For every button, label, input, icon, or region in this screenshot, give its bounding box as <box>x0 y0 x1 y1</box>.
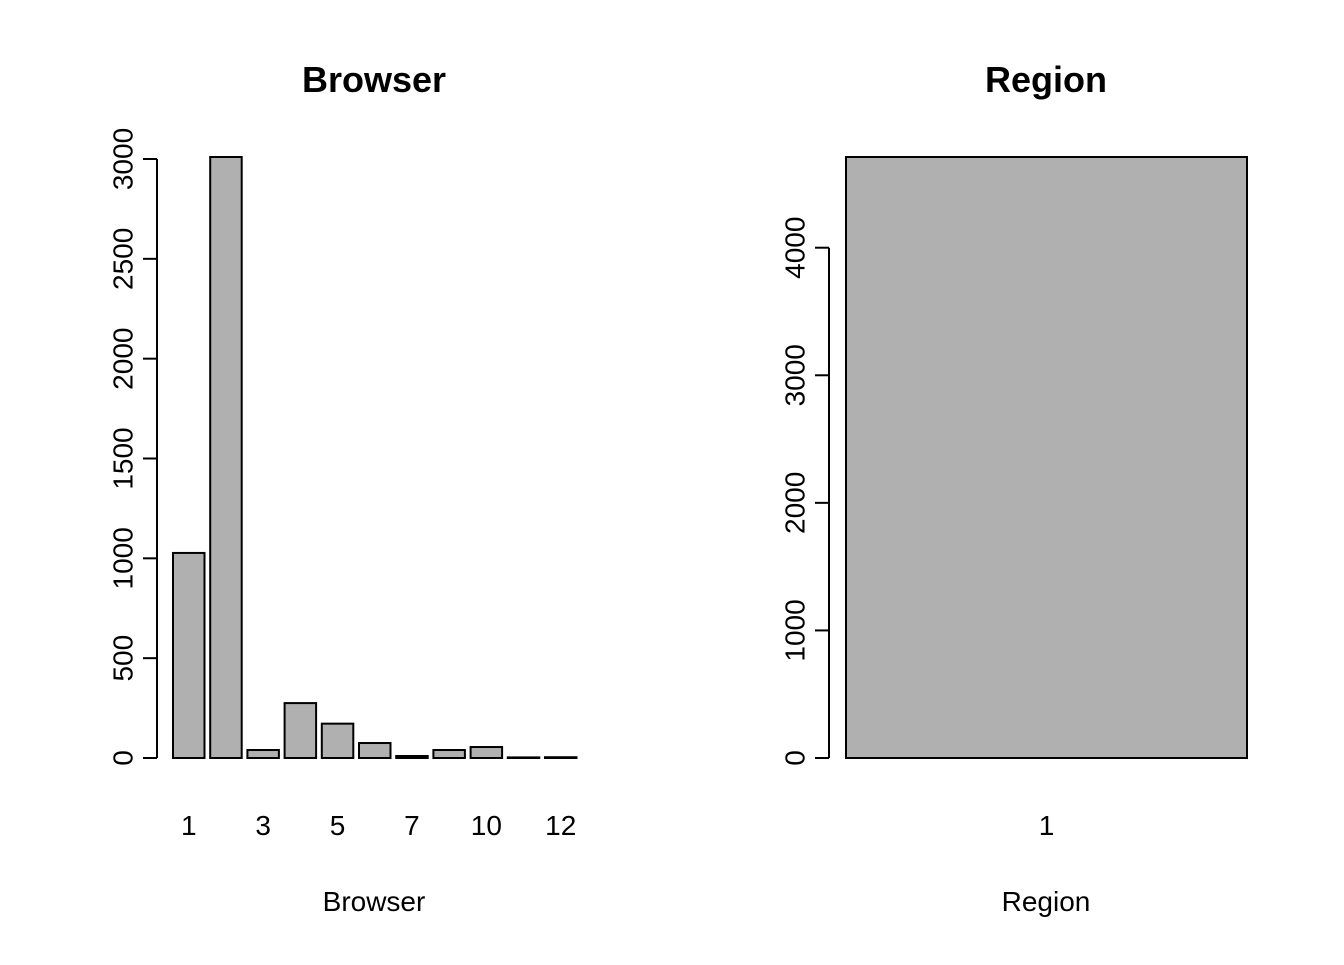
bar-2 <box>209 156 243 759</box>
bars <box>845 156 1248 759</box>
chart-title: Browser <box>302 59 446 100</box>
bar-3 <box>246 749 280 760</box>
y-tick-label: 2500 <box>108 228 139 290</box>
y-tick-label: 4000 <box>780 217 811 279</box>
region-chart: Region Region 0 1000 2000 3000 4000 1 <box>780 59 1248 917</box>
bar-10 <box>469 746 504 759</box>
bar-1 <box>172 551 206 760</box>
y-axis: 0 1000 2000 3000 4000 <box>780 217 830 766</box>
x-axis-label: Browser <box>323 886 426 917</box>
browser-chart: Browser Browser 0 500 1000 1500 2000 2500 3000… <box>108 59 578 917</box>
x-tick-label: 3 <box>255 810 271 841</box>
y-tick-label: 1000 <box>780 599 811 661</box>
bar-4 <box>283 702 318 760</box>
bar-5 <box>320 722 355 760</box>
bar-12 <box>544 756 578 760</box>
bar-7 <box>395 755 429 759</box>
y-tick-label: 3000 <box>108 128 139 190</box>
x-tick-label: 1 <box>181 810 197 841</box>
bar-6 <box>358 742 392 759</box>
y-tick-label: 1000 <box>108 527 139 589</box>
bar-8 <box>432 749 466 760</box>
chart-title: Region <box>985 59 1107 100</box>
y-tick-label: 2000 <box>780 472 811 534</box>
bars <box>172 156 578 760</box>
x-tick-label: 10 <box>471 810 502 841</box>
y-tick-label: 500 <box>108 635 139 682</box>
y-tick-label: 1500 <box>108 427 139 489</box>
bar-1 <box>845 156 1248 759</box>
y-tick-label: 0 <box>108 750 139 766</box>
y-tick-label: 3000 <box>780 344 811 406</box>
bar-11 <box>506 756 541 760</box>
x-tick-label: 12 <box>545 810 576 841</box>
y-tick-label: 0 <box>780 750 811 766</box>
x-tick-label: 7 <box>404 810 420 841</box>
x-tick-labels: 1 3 5 7 10 12 <box>181 810 576 841</box>
y-axis: 0 500 1000 1500 2000 2500 3000 <box>108 128 158 766</box>
y-tick-label: 2000 <box>108 328 139 390</box>
x-tick-label: 5 <box>330 810 346 841</box>
x-tick-labels: 1 <box>1039 810 1055 841</box>
x-axis-label: Region <box>1002 886 1091 917</box>
x-tick-label: 1 <box>1039 810 1055 841</box>
